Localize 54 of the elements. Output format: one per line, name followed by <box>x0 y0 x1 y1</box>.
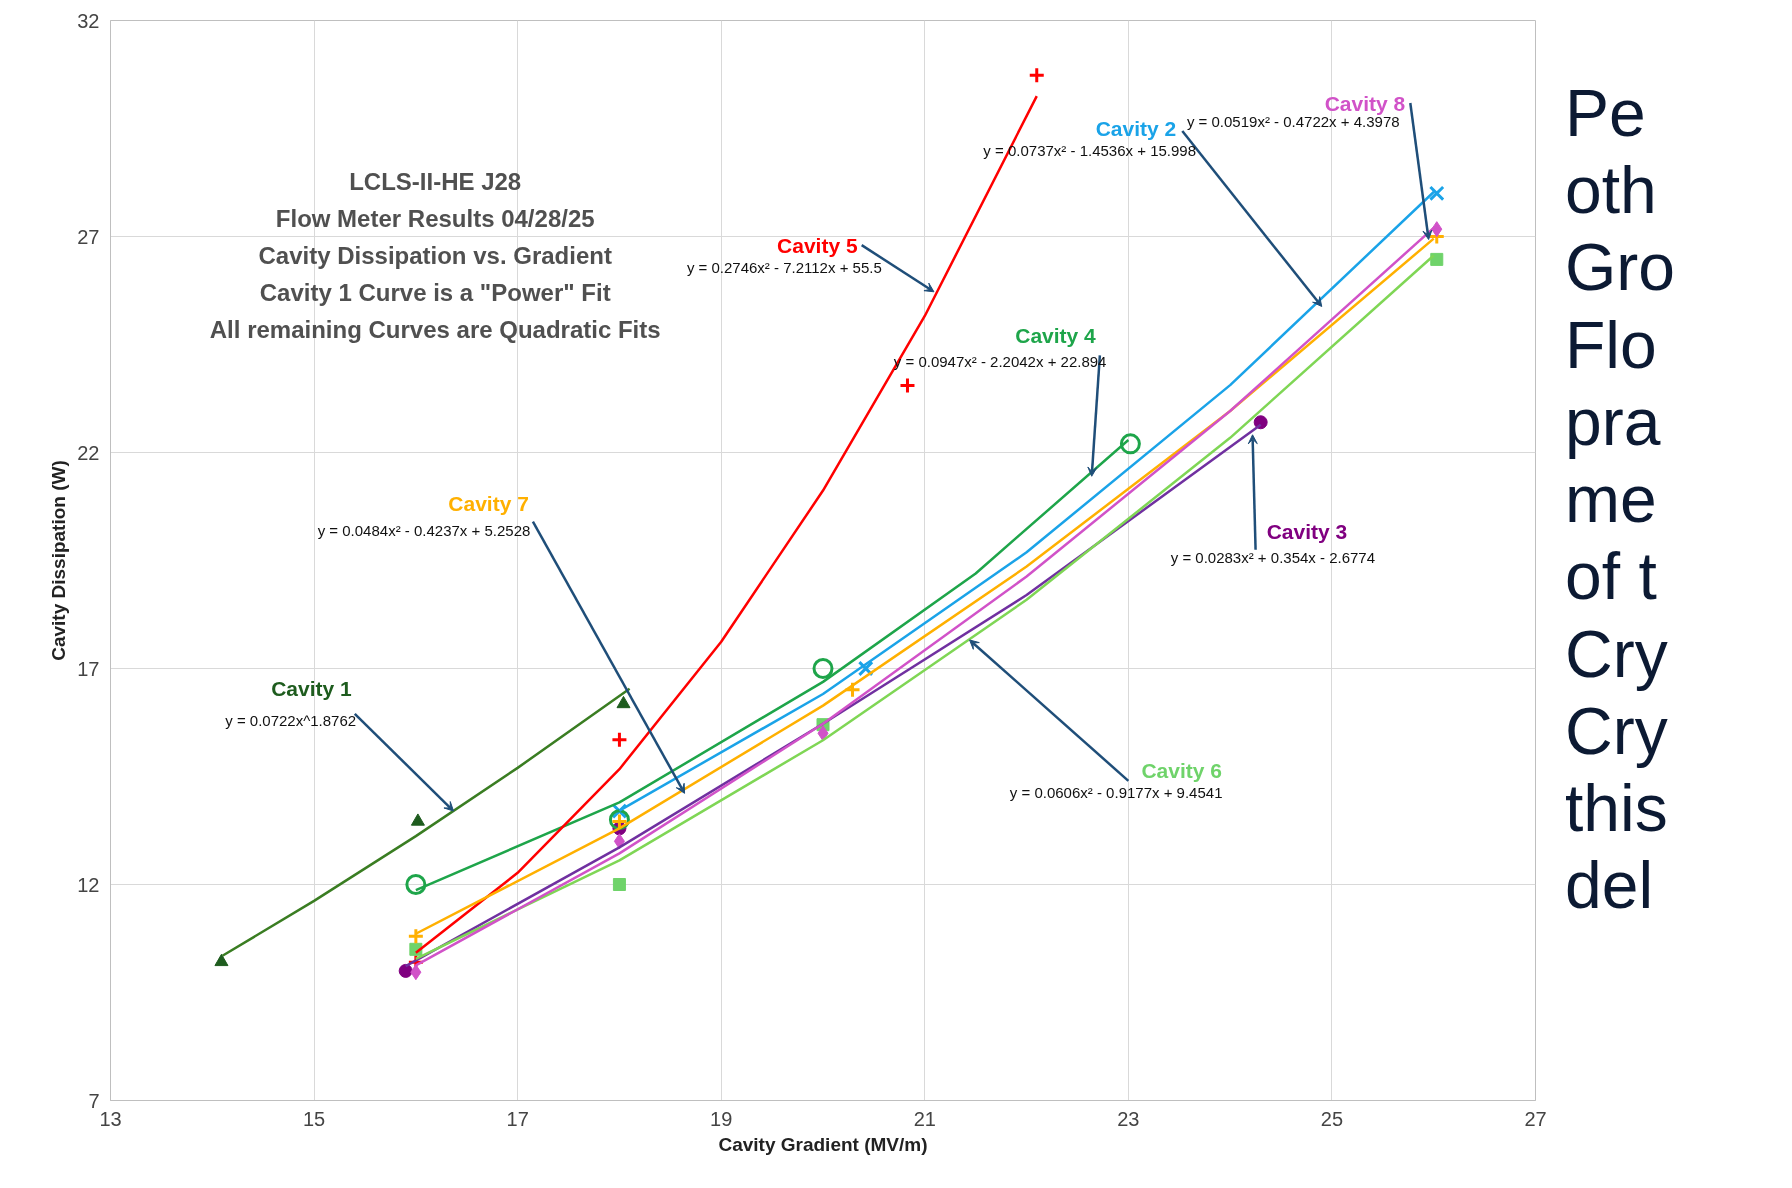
annotation: y = 0.2746x² - 7.2112x + 55.5 <box>686 258 882 276</box>
point <box>812 658 834 679</box>
text: Cavity 4 <box>1015 323 1097 347</box>
point <box>613 833 625 850</box>
text: Flow Meter Results 04/28/25 Cavity Dissipation vs. Gradient Cavity 1 Curve is a "Power" Fit All remaining Curves are Quadratic Fits <box>209 204 661 343</box>
y-tick-label: 32 <box>77 9 100 32</box>
x-tick-label: 27 <box>1524 1107 1547 1130</box>
x-axis-title: Cavity Gradient (MV/m) <box>718 1133 928 1155</box>
y-tick-label: 7 <box>88 1089 100 1112</box>
point <box>410 813 425 826</box>
point <box>610 731 628 749</box>
y-tick-label: 27 <box>77 225 100 248</box>
point <box>1028 66 1046 84</box>
x-tick-label: 13 <box>99 1107 122 1130</box>
y-tick-label: 22 <box>77 441 100 464</box>
text: Cavity 2 <box>1095 117 1177 141</box>
annotation: y = 0.0484x² - 0.4237x + 5.2528 <box>317 522 531 540</box>
annotation: y = 0.0722x^1.8762 <box>225 712 357 730</box>
text: LCLS-II-HE J28 <box>349 167 522 195</box>
point <box>398 963 413 978</box>
y-tick-label: 17 <box>77 657 100 680</box>
point <box>898 377 916 395</box>
point <box>1253 415 1268 430</box>
text: Cavity 1 <box>271 676 353 700</box>
x-tick-label: 23 <box>1117 1107 1140 1130</box>
x-tick-label: 17 <box>506 1107 529 1130</box>
text: Cavity 3 <box>1266 520 1348 544</box>
point <box>1430 252 1444 266</box>
point <box>1428 185 1445 202</box>
x-tick-label: 21 <box>913 1107 936 1130</box>
text: Cavity 6 <box>1141 758 1222 782</box>
annotation: y = 0.0606x² - 0.9177x + 9.4541 <box>1009 783 1223 801</box>
point <box>214 953 229 967</box>
point <box>410 964 422 981</box>
point <box>1431 221 1443 238</box>
annotation: y = 0.0737x² - 1.4536x + 15.998 <box>983 141 1197 159</box>
point <box>844 681 862 699</box>
text: Cavity 7 <box>448 491 529 515</box>
point <box>616 695 631 709</box>
point <box>1119 433 1141 455</box>
point <box>407 927 425 945</box>
text: Cavity 5 <box>777 233 858 257</box>
annotation: y = 0.0283x² + 0.354x - 2.6774 <box>1170 549 1376 567</box>
y-axis-title: Cavity Dissipation (W) <box>48 460 70 661</box>
point <box>857 660 874 677</box>
text: Pe oth Gro Flo pra me of t Cry Cry this del <box>1565 76 1676 923</box>
y-tick-label: 12 <box>77 873 100 896</box>
x-tick-label: 15 <box>302 1107 326 1130</box>
point <box>612 878 626 891</box>
x-tick-label: 19 <box>710 1107 733 1130</box>
point <box>405 874 427 895</box>
point <box>817 725 829 742</box>
x-tick-label: 25 <box>1320 1107 1344 1130</box>
text: Cavity 8 <box>1324 91 1406 115</box>
